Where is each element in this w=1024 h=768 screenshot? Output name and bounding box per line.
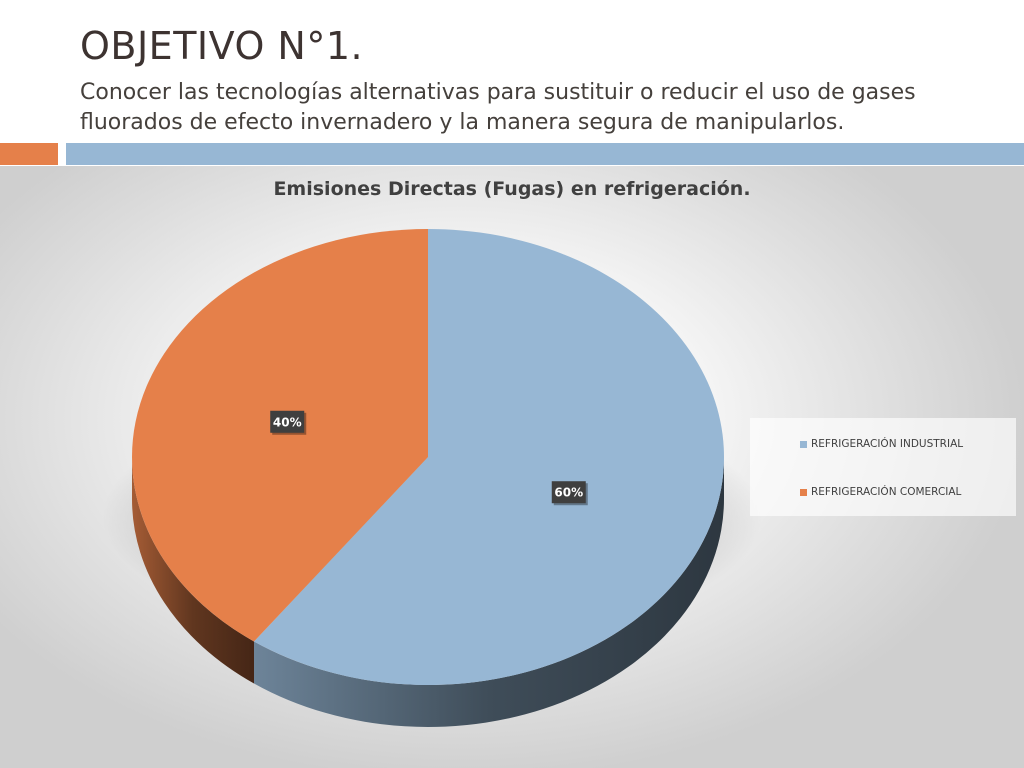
data-label-commercial: 40% <box>270 410 307 435</box>
legend-item-industrial: REFRIGERACIÓN INDUSTRIAL <box>800 438 963 450</box>
data-label-text: 40% <box>273 415 302 429</box>
legend-swatch-commercial <box>800 488 807 496</box>
legend-item-commercial: REFRIGERACIÓN COMERCIAL <box>800 486 961 498</box>
pie-side-industrial <box>254 457 724 727</box>
chart-title: Emisiones Directas (Fugas) en refrigerac… <box>273 178 751 200</box>
pie-slice-industrial <box>254 229 725 686</box>
legend: REFRIGERACIÓN INDUSTRIAL REFRIGERACIÓN C… <box>750 418 1016 516</box>
legend-label-industrial: REFRIGERACIÓN INDUSTRIAL <box>811 438 964 450</box>
data-label-text: 60% <box>554 486 583 500</box>
slide-title: OBJETIVO N°1. <box>80 24 364 68</box>
pie-side-commercial <box>132 457 255 684</box>
accent-band-blue <box>66 143 1024 165</box>
pie-slice-commercial <box>132 229 428 642</box>
data-label-industrial: 60% <box>551 481 588 506</box>
legend-label-commercial: REFRIGERACIÓN COMERCIAL <box>811 486 962 498</box>
legend-swatch-industrial <box>800 440 807 448</box>
slide-subtitle: Conocer las tecnologías alternativas par… <box>80 80 916 135</box>
accent-band-orange <box>0 143 58 165</box>
